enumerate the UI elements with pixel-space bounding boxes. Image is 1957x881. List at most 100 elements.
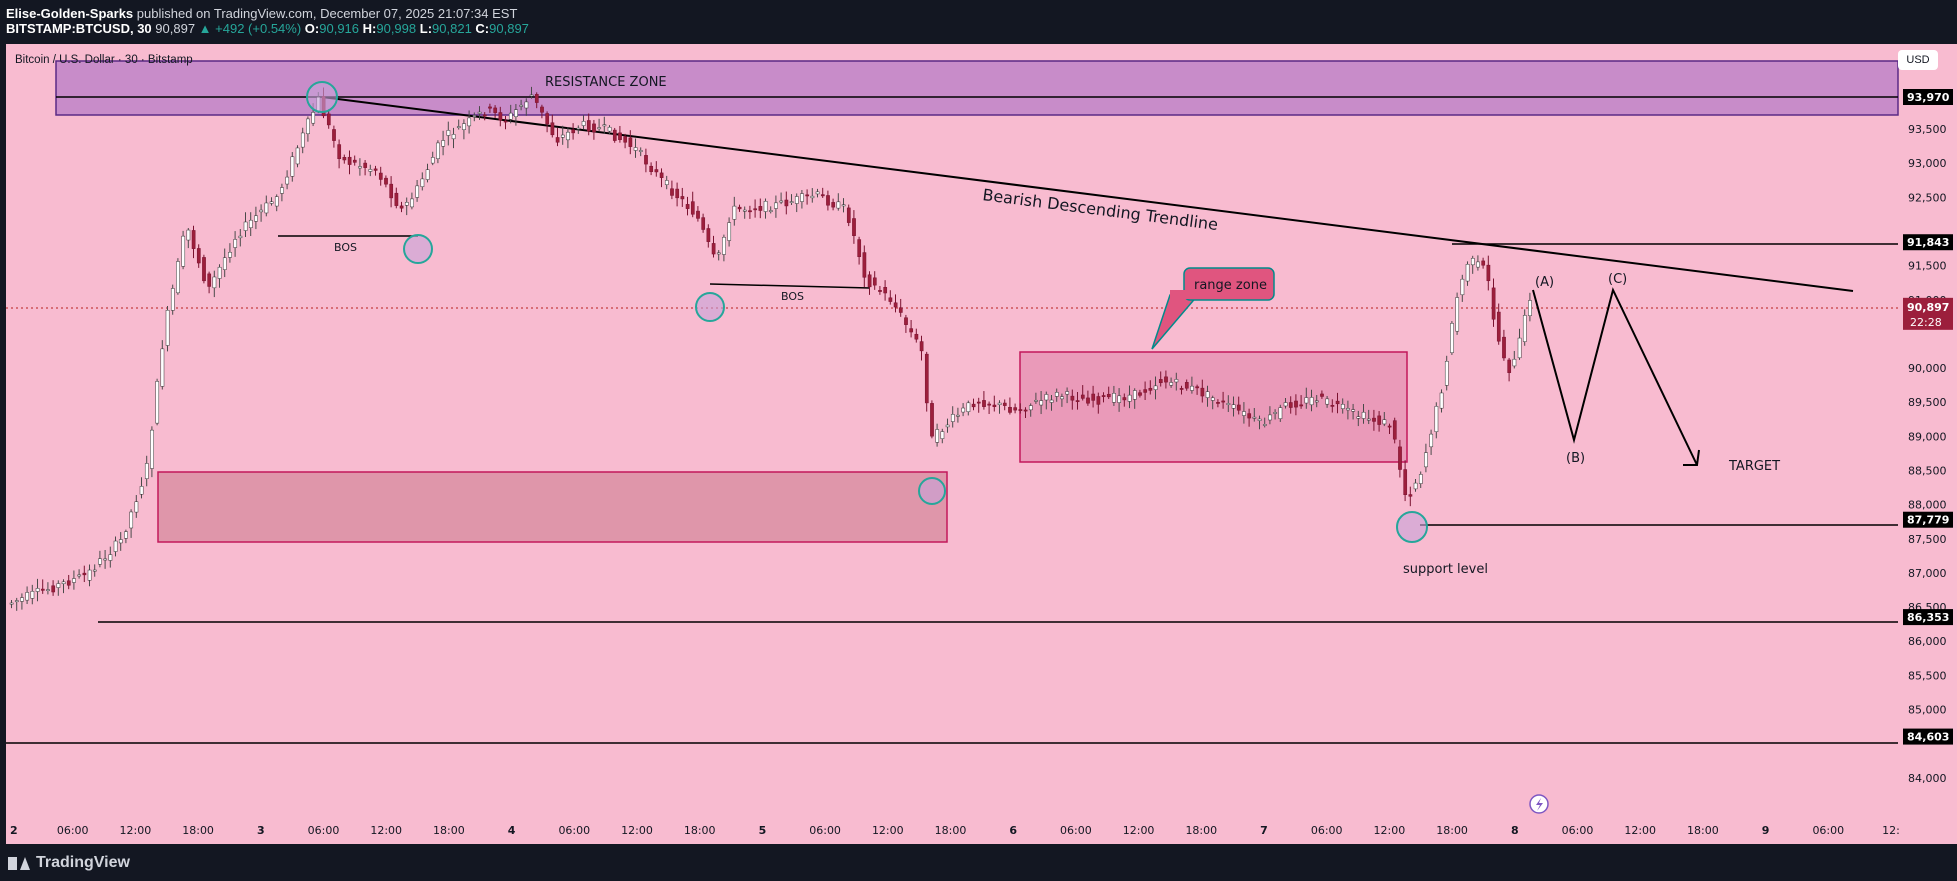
- currency-button[interactable]: USD: [1898, 50, 1938, 70]
- candle-body: [472, 115, 477, 117]
- price-axis[interactable]: 93,50093,00092,50091,50091,00090,00089,5…: [1903, 44, 1957, 844]
- candle-body: [1054, 392, 1059, 397]
- demand-marker[interactable]: [918, 477, 946, 505]
- wave-c-label: (C): [1608, 272, 1627, 287]
- candle-body: [72, 578, 76, 583]
- candle-body: [659, 172, 664, 178]
- symbol-name: BITSTAMP:BTCUSD, 30: [6, 21, 152, 36]
- current-price-badge[interactable]: [1903, 297, 1953, 330]
- candle-body: [1325, 398, 1330, 405]
- demand-zone[interactable]: [157, 471, 948, 543]
- candle-body: [1184, 382, 1189, 389]
- candle-body: [633, 147, 638, 151]
- candle-body: [1008, 406, 1012, 413]
- candle-body: [1195, 386, 1200, 389]
- time-tick: 18:00: [182, 824, 214, 837]
- candle-body: [150, 429, 154, 469]
- candle-body: [581, 121, 586, 126]
- candle-body: [1034, 399, 1038, 402]
- price-level-value: 86,353: [1907, 611, 1949, 624]
- bos-marker-1[interactable]: [403, 234, 433, 264]
- candle-body: [519, 104, 524, 107]
- trendline-label: Bearish Descending Trendline: [981, 185, 1219, 234]
- price-level-badge[interactable]: [1903, 728, 1953, 745]
- candle-body: [976, 401, 981, 404]
- price-level-badge[interactable]: [1903, 234, 1953, 251]
- candle-body: [1190, 385, 1194, 391]
- bos-marker-2[interactable]: [695, 292, 725, 322]
- candle-body: [779, 200, 784, 203]
- candle-body: [784, 199, 789, 207]
- candle-body: [742, 209, 747, 212]
- time-tick: 9: [1762, 824, 1770, 837]
- candle-body: [378, 172, 383, 180]
- candle-body: [592, 123, 596, 133]
- price-tick: 92,500: [1908, 191, 1947, 204]
- candle-body: [826, 195, 830, 206]
- price-level-badge[interactable]: [1903, 89, 1953, 105]
- bos-line-2[interactable]: [709, 283, 871, 289]
- candle-body: [508, 112, 513, 120]
- chart-pane[interactable]: RESISTANCE ZONE Bearish Descending Trend…: [6, 44, 1917, 844]
- candle-body: [1512, 358, 1517, 367]
- candle-body: [992, 404, 997, 407]
- candle-body: [498, 112, 503, 121]
- candle-body: [997, 402, 1002, 405]
- abc-projection[interactable]: [1532, 287, 1698, 466]
- candle-body: [514, 109, 518, 118]
- candle-body: [800, 193, 804, 202]
- candle-body: [930, 403, 934, 437]
- resistance-zone[interactable]: [55, 60, 1899, 116]
- time-tick: 6: [1009, 824, 1017, 837]
- candle-body: [758, 206, 763, 211]
- candle-body: [1502, 336, 1506, 359]
- candle-body: [670, 188, 674, 196]
- candle-body: [524, 101, 529, 109]
- candle-body: [186, 229, 191, 241]
- candle-body: [1517, 337, 1522, 359]
- target-label: TARGET: [1728, 459, 1780, 474]
- candle-body: [477, 111, 482, 114]
- price-tick: 93,500: [1908, 123, 1947, 136]
- candle-body: [555, 137, 560, 143]
- candle-body: [534, 94, 539, 103]
- candle-body: [482, 114, 487, 117]
- candle-body: [394, 192, 399, 206]
- candle-body: [1496, 311, 1501, 342]
- low-value: 90,821: [432, 21, 472, 36]
- time-tick: 12:: [1882, 824, 1900, 837]
- candle-body: [1398, 446, 1402, 470]
- candle-body: [1138, 392, 1142, 396]
- candle-body: [488, 106, 492, 109]
- candle-body: [685, 204, 690, 209]
- time-axis[interactable]: 2 06:00 12:00 18:00 3 06:00 12:00 18:00 4 06:00 12…: [10, 824, 1900, 837]
- candle-body: [9, 602, 14, 605]
- support-marker[interactable]: [1396, 511, 1428, 543]
- tradingview-logo[interactable]: TradingView: [8, 854, 130, 872]
- time-tick: 18:00: [1185, 824, 1217, 837]
- candle-body: [623, 136, 628, 143]
- swing-high-marker[interactable]: [306, 81, 338, 113]
- price-level-badge[interactable]: [1903, 609, 1953, 626]
- time-tick: 12:00: [1374, 824, 1406, 837]
- candle-body: [987, 403, 992, 406]
- candle-body: [118, 539, 123, 544]
- candle-body: [290, 156, 295, 177]
- price-tick: 86,000: [1908, 635, 1947, 648]
- range-zone-callout[interactable]: [1183, 267, 1275, 301]
- candle-body: [1127, 394, 1132, 402]
- candle-body: [680, 196, 685, 200]
- bos-label-1: BOS: [334, 241, 357, 254]
- candle-body: [867, 274, 872, 288]
- publisher-name[interactable]: Elise-Golden-Sparks: [6, 6, 134, 21]
- price-axis-canvas[interactable]: 93,50093,00092,50091,50091,00090,00089,5…: [1903, 44, 1957, 844]
- price-tick: 85,000: [1908, 703, 1947, 716]
- price-level-badge[interactable]: [1903, 511, 1953, 528]
- candle-body: [139, 486, 144, 495]
- chart-canvas[interactable]: RESISTANCE ZONE Bearish Descending Trend…: [6, 44, 1917, 844]
- candle-body: [1299, 404, 1304, 407]
- candle-body: [300, 132, 305, 148]
- candle-body: [950, 414, 955, 422]
- range-zone-box[interactable]: [1019, 351, 1408, 463]
- candles[interactable]: [9, 86, 1532, 611]
